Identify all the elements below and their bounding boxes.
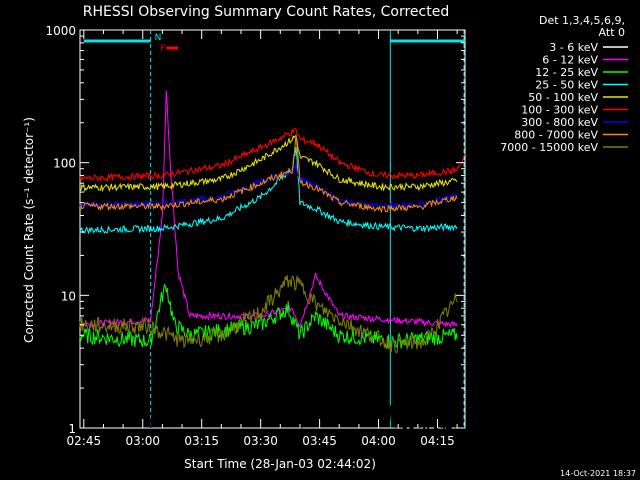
series-line-1	[79, 90, 458, 330]
plot-frame	[79, 29, 466, 429]
series-line-7	[79, 134, 458, 214]
series-line-2	[79, 283, 458, 349]
legend-label-6: 300 - 800 keV	[521, 116, 598, 129]
chart-title: RHESSI Observing Summary Count Rates, Co…	[83, 4, 449, 20]
footer-timestamp: 14-Oct-2021 18:37	[560, 469, 636, 478]
x-tick-label-6: 04:15	[420, 434, 455, 448]
x-tick-label-2: 03:15	[184, 434, 219, 448]
flag-label-2: F	[160, 44, 165, 54]
legend-label-0: 3 - 6 keV	[549, 41, 598, 54]
legend-label-8: 7000 - 15000 keV	[500, 141, 598, 154]
series-line-3	[79, 146, 458, 235]
legend-label-7: 800 - 7000 keV	[514, 129, 598, 142]
series-line-6	[79, 163, 458, 210]
legend-label-5: 100 - 300 keV	[521, 104, 598, 117]
y-axis-label: Corrected Count Rate (s⁻¹ detector⁻¹)	[22, 117, 36, 343]
y-tick-label-2: 100	[53, 157, 76, 171]
legend-label-2: 12 - 25 keV	[535, 66, 598, 79]
y-tick-label-1: 10	[61, 289, 76, 303]
legend-label-1: 6 - 12 keV	[542, 54, 598, 67]
x-axis-label: Start Time (28-Jan-03 02:44:02)	[184, 457, 376, 471]
flag-label-0: N	[155, 33, 162, 43]
y-tick-label-0: 1	[68, 422, 76, 436]
series-line-0	[150, 138, 458, 429]
series-line-4	[79, 135, 458, 193]
x-tick-label-3: 03:30	[243, 434, 278, 448]
legend-label-4: 50 - 100 keV	[528, 91, 598, 104]
legend-header-1: Att 0	[599, 26, 625, 39]
series-line-8	[79, 275, 458, 354]
x-tick-label-4: 03:45	[302, 434, 337, 448]
x-tick-label-5: 04:00	[361, 434, 396, 448]
legend-header-0: Det 1,3,4,5,6,9,	[539, 14, 625, 27]
series-line-5	[79, 127, 466, 183]
x-tick-label-1: 03:00	[125, 434, 160, 448]
legend-label-3: 25 - 50 keV	[535, 79, 598, 92]
y-tick-label-3: 1000	[45, 24, 76, 38]
x-tick-label-0: 02:45	[67, 434, 102, 448]
